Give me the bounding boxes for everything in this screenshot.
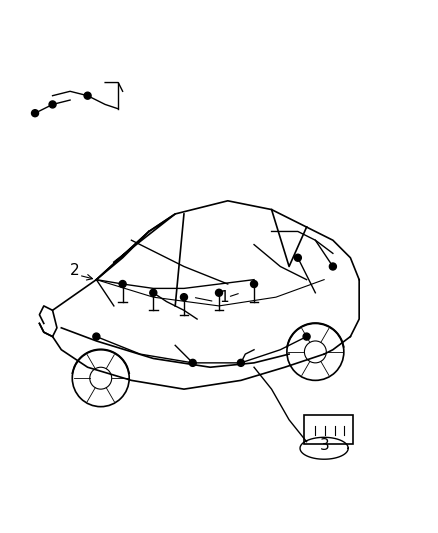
FancyBboxPatch shape (304, 415, 353, 444)
Circle shape (294, 254, 301, 261)
Circle shape (180, 294, 187, 301)
Circle shape (215, 289, 223, 296)
Text: 3: 3 (320, 439, 329, 454)
Circle shape (189, 359, 196, 366)
Text: 1: 1 (219, 289, 229, 304)
Circle shape (93, 333, 100, 340)
Circle shape (251, 280, 258, 287)
Text: 2: 2 (70, 263, 80, 278)
Circle shape (303, 333, 310, 340)
Circle shape (150, 289, 157, 296)
Circle shape (119, 280, 126, 287)
Circle shape (84, 92, 91, 99)
Circle shape (329, 263, 336, 270)
Circle shape (237, 359, 244, 366)
Circle shape (32, 110, 39, 117)
Circle shape (49, 101, 56, 108)
